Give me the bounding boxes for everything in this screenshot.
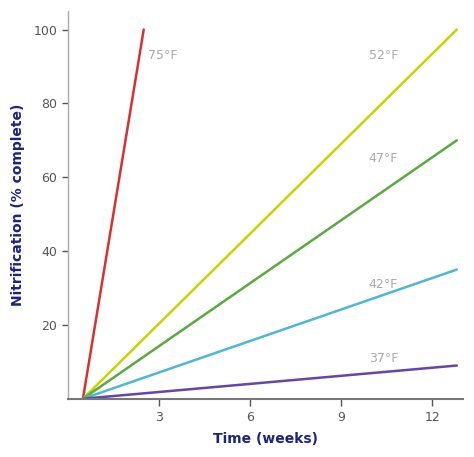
- Text: 37°F: 37°F: [369, 351, 398, 365]
- X-axis label: Time (weeks): Time (weeks): [213, 432, 318, 446]
- Text: 52°F: 52°F: [369, 49, 398, 62]
- Y-axis label: Nitrification (% complete): Nitrification (% complete): [11, 104, 25, 306]
- Text: 75°F: 75°F: [148, 49, 178, 62]
- Text: 47°F: 47°F: [369, 152, 398, 165]
- Text: 42°F: 42°F: [369, 278, 398, 291]
